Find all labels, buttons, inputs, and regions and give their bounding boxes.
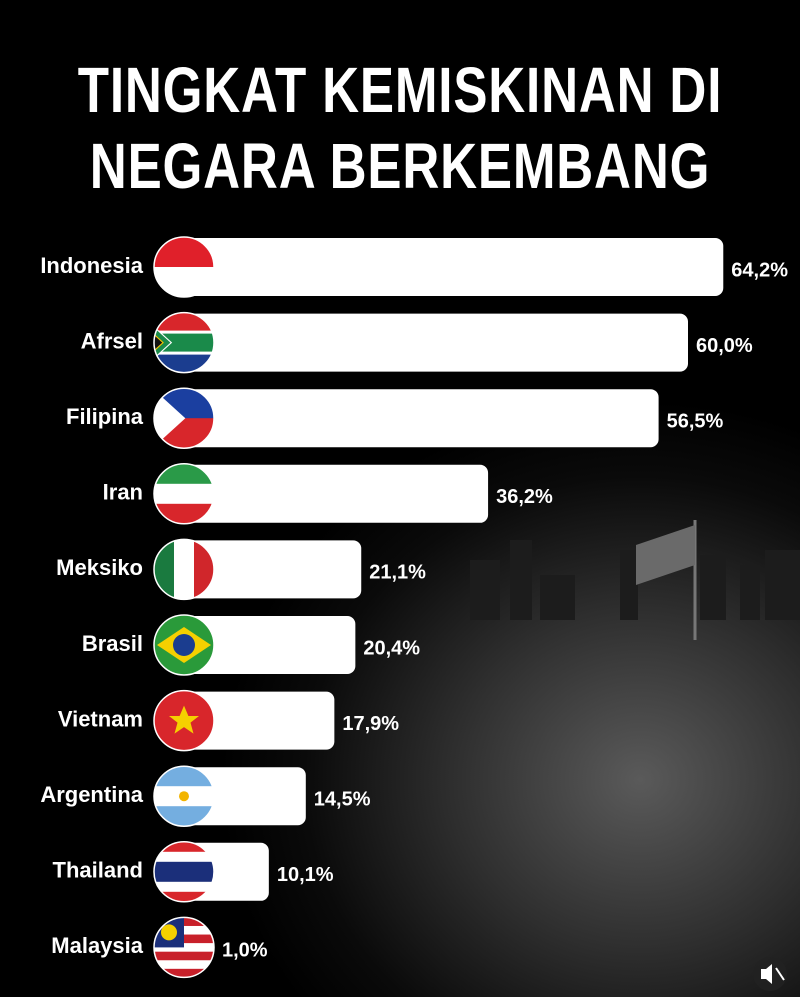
category-label: Argentina [40,782,143,807]
flag [154,766,214,827]
category-label: Iran [103,480,143,505]
category-label: Afrsel [81,328,143,353]
bar [184,464,489,523]
chart-title: TINGKAT KEMISKINAN DI NEGARA BERKEMBANG [77,54,723,202]
category-label: Meksiko [56,555,143,580]
flag [154,841,214,902]
flag-border [153,614,215,676]
bar [184,540,362,599]
flag-part [154,539,175,600]
value-label: 14,5% [314,788,371,810]
bar [184,389,659,448]
flag-part [154,861,214,883]
value-label: 20,4% [363,637,420,659]
category-label: Indonesia [40,253,143,278]
flag-part [154,891,214,902]
bar [184,616,356,674]
flag-border [153,387,215,449]
flag-part [154,951,214,961]
value-label: 21,1% [369,562,426,584]
flag-border [153,538,215,601]
value-label: 56,5% [667,410,724,432]
mute-icon[interactable] [753,957,787,991]
value-label: 10,1% [277,864,334,886]
flag-part [154,943,214,953]
flag-border [153,916,215,979]
flag-part [154,463,214,485]
flag-part [154,333,214,353]
flag-part [154,483,214,505]
flag-part [174,539,195,600]
flag [154,917,214,978]
flag [154,539,214,600]
category-label: Brasil [82,631,143,656]
value-label: 64,2% [731,259,788,281]
flag-border [153,765,215,827]
category-label: Vietnam [58,706,143,731]
flag-part [154,766,214,787]
flag-part [154,841,214,853]
category-label: Filipina [66,404,144,429]
flag-part [179,791,189,802]
flag-part [154,335,163,351]
flag-border [153,841,215,903]
bar [184,691,335,750]
flag-border [153,463,215,525]
flag-part [154,960,214,970]
flag [154,615,214,675]
value-label: 36,2% [496,486,553,508]
value-label: 1,0% [222,940,268,962]
flag-part [154,351,214,356]
flag-part [194,539,214,600]
flag [154,463,214,524]
flag-part [173,634,195,656]
flag-part [154,389,186,447]
flag-part [154,968,214,978]
category-label: Malaysia [51,933,143,958]
flag [154,690,214,751]
flag-part [154,330,214,335]
value-label: 17,9% [342,713,399,735]
flag-part [154,881,214,893]
flag-part [154,503,214,524]
value-label: 60,0% [696,335,753,357]
flag-part [161,924,177,941]
flag-part [154,806,214,827]
bar [184,767,306,826]
category-label: Thailand [53,858,143,883]
flag-border [153,311,215,374]
photo-flag [636,525,695,585]
flag-part [169,705,199,734]
flag-border [153,236,215,298]
skyline [470,540,800,620]
bar [184,313,688,372]
flag-part [154,851,214,863]
bar [184,238,724,296]
flag-border [153,689,215,752]
